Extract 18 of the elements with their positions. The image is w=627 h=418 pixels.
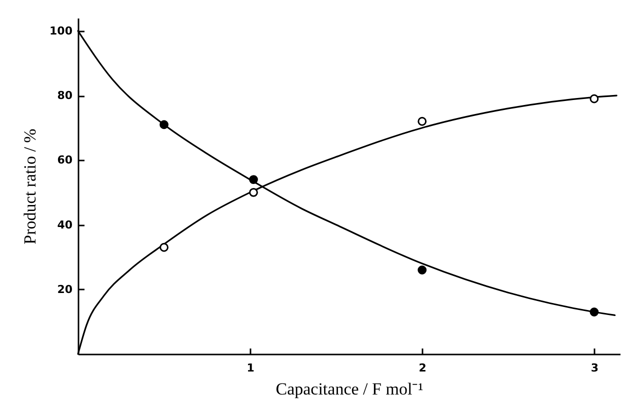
x-axis-title: Capacitance / F mol⁻¹ bbox=[276, 380, 424, 398]
point bbox=[249, 188, 258, 197]
y-tick-label: 40 bbox=[57, 218, 73, 232]
point bbox=[590, 94, 599, 104]
y-tick-label: 20 bbox=[57, 282, 73, 296]
point bbox=[590, 308, 599, 316]
y-axis-title: Product ratio / % bbox=[20, 128, 40, 244]
point bbox=[160, 120, 168, 130]
y-tick-label: 60 bbox=[57, 154, 73, 167]
y-tick-label: 100 bbox=[50, 24, 73, 38]
point bbox=[249, 175, 258, 184]
y-tick-label: 80 bbox=[57, 89, 73, 102]
point bbox=[418, 266, 427, 274]
point bbox=[160, 242, 168, 252]
x-tick-label: 3 bbox=[590, 362, 599, 374]
point bbox=[418, 116, 427, 126]
x-tick-label: 2 bbox=[418, 362, 426, 374]
x-tick-label: 1 bbox=[246, 362, 254, 374]
